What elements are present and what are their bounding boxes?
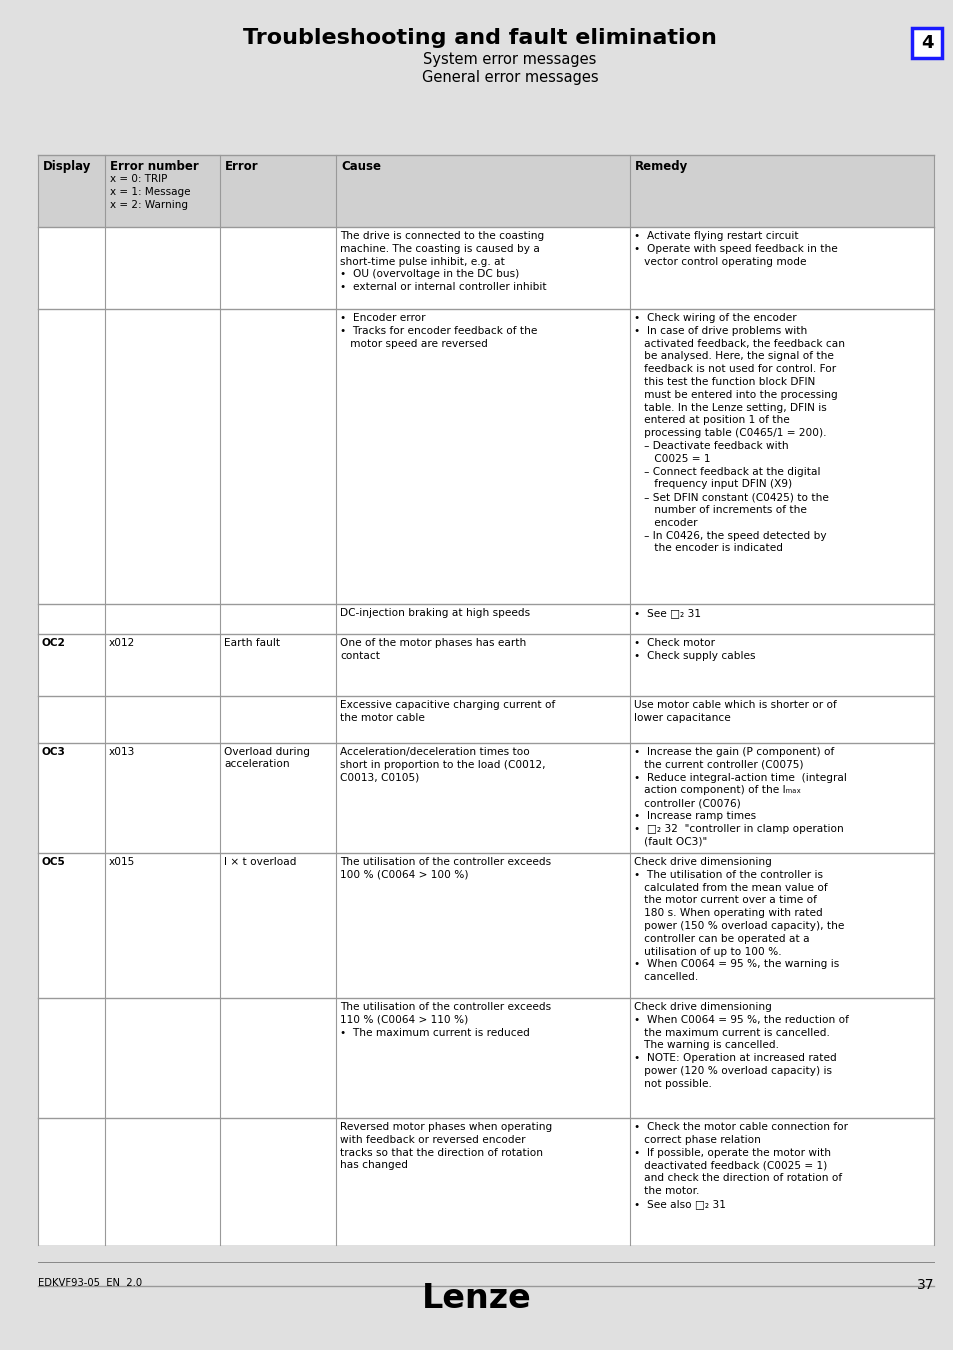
Text: Check drive dimensioning
•  When C0064 = 95 %, the reduction of
   the maximum c: Check drive dimensioning • When C0064 = … (634, 1002, 848, 1089)
Text: The utilisation of the controller exceeds
100 % (C0064 > 100 %): The utilisation of the controller exceed… (339, 857, 551, 880)
Text: •  Check the motor cable connection for
   correct phase relation
•  If possible: • Check the motor cable connection for c… (634, 1122, 847, 1208)
Text: Display: Display (43, 161, 91, 173)
Text: •  Increase the gain (P component) of
   the current controller (C0075)
•  Reduc: • Increase the gain (P component) of the… (634, 747, 846, 846)
Bar (911, 28, 941, 58)
Text: x = 0: TRIP
x = 1: Message
x = 2: Warning: x = 0: TRIP x = 1: Message x = 2: Warnin… (110, 174, 190, 211)
Text: •  Activate flying restart circuit
•  Operate with speed feedback in the
   vect: • Activate flying restart circuit • Oper… (634, 231, 837, 266)
Bar (38, 155, 933, 227)
Text: Earth fault: Earth fault (224, 639, 280, 648)
Text: Overload during
acceleration: Overload during acceleration (224, 747, 310, 768)
Text: EDKVF93-05  EN  2.0: EDKVF93-05 EN 2.0 (38, 1278, 142, 1288)
Text: Excessive capacitive charging current of
the motor cable: Excessive capacitive charging current of… (339, 701, 555, 722)
Text: Cause: Cause (340, 161, 380, 173)
Text: System error messages: System error messages (423, 53, 596, 68)
Text: OC2: OC2 (42, 639, 66, 648)
Bar (38, 155, 933, 1245)
Text: Error: Error (225, 161, 258, 173)
Text: x012: x012 (109, 639, 134, 648)
Text: Use motor cable which is shorter or of
lower capacitance: Use motor cable which is shorter or of l… (634, 701, 836, 722)
Text: General error messages: General error messages (421, 70, 598, 85)
Text: I × t overload: I × t overload (224, 857, 296, 867)
Text: Lenze: Lenze (421, 1282, 532, 1315)
Text: Error number: Error number (110, 161, 198, 173)
Text: Check drive dimensioning
•  The utilisation of the controller is
   calculated f: Check drive dimensioning • The utilisati… (634, 857, 843, 983)
Text: •  Check wiring of the encoder
•  In case of drive problems with
   activated fe: • Check wiring of the encoder • In case … (634, 313, 844, 554)
Text: •  Check motor
•  Check supply cables: • Check motor • Check supply cables (634, 639, 755, 660)
Text: The drive is connected to the coasting
machine. The coasting is caused by a
shor: The drive is connected to the coasting m… (339, 231, 546, 292)
Text: OC5: OC5 (42, 857, 66, 867)
Text: x015: x015 (109, 857, 134, 867)
Text: The utilisation of the controller exceeds
110 % (C0064 > 110 %)
•  The maximum c: The utilisation of the controller exceed… (339, 1002, 551, 1038)
Text: 4: 4 (920, 34, 932, 53)
Text: x013: x013 (109, 747, 135, 757)
Text: DC-injection braking at high speeds: DC-injection braking at high speeds (339, 608, 530, 618)
Text: Troubleshooting and fault elimination: Troubleshooting and fault elimination (243, 28, 717, 49)
Text: 37: 37 (916, 1278, 933, 1292)
Text: OC3: OC3 (42, 747, 66, 757)
Text: Remedy: Remedy (635, 161, 688, 173)
Text: •  Encoder error
•  Tracks for encoder feedback of the
   motor speed are revers: • Encoder error • Tracks for encoder fee… (339, 313, 537, 348)
Text: One of the motor phases has earth
contact: One of the motor phases has earth contac… (339, 639, 526, 660)
Text: Reversed motor phases when operating
with feedback or reversed encoder
tracks so: Reversed motor phases when operating wit… (339, 1122, 552, 1170)
Text: Acceleration/deceleration times too
short in proportion to the load (C0012,
C001: Acceleration/deceleration times too shor… (339, 747, 545, 783)
Text: •  See □₂ 31: • See □₂ 31 (634, 608, 700, 618)
